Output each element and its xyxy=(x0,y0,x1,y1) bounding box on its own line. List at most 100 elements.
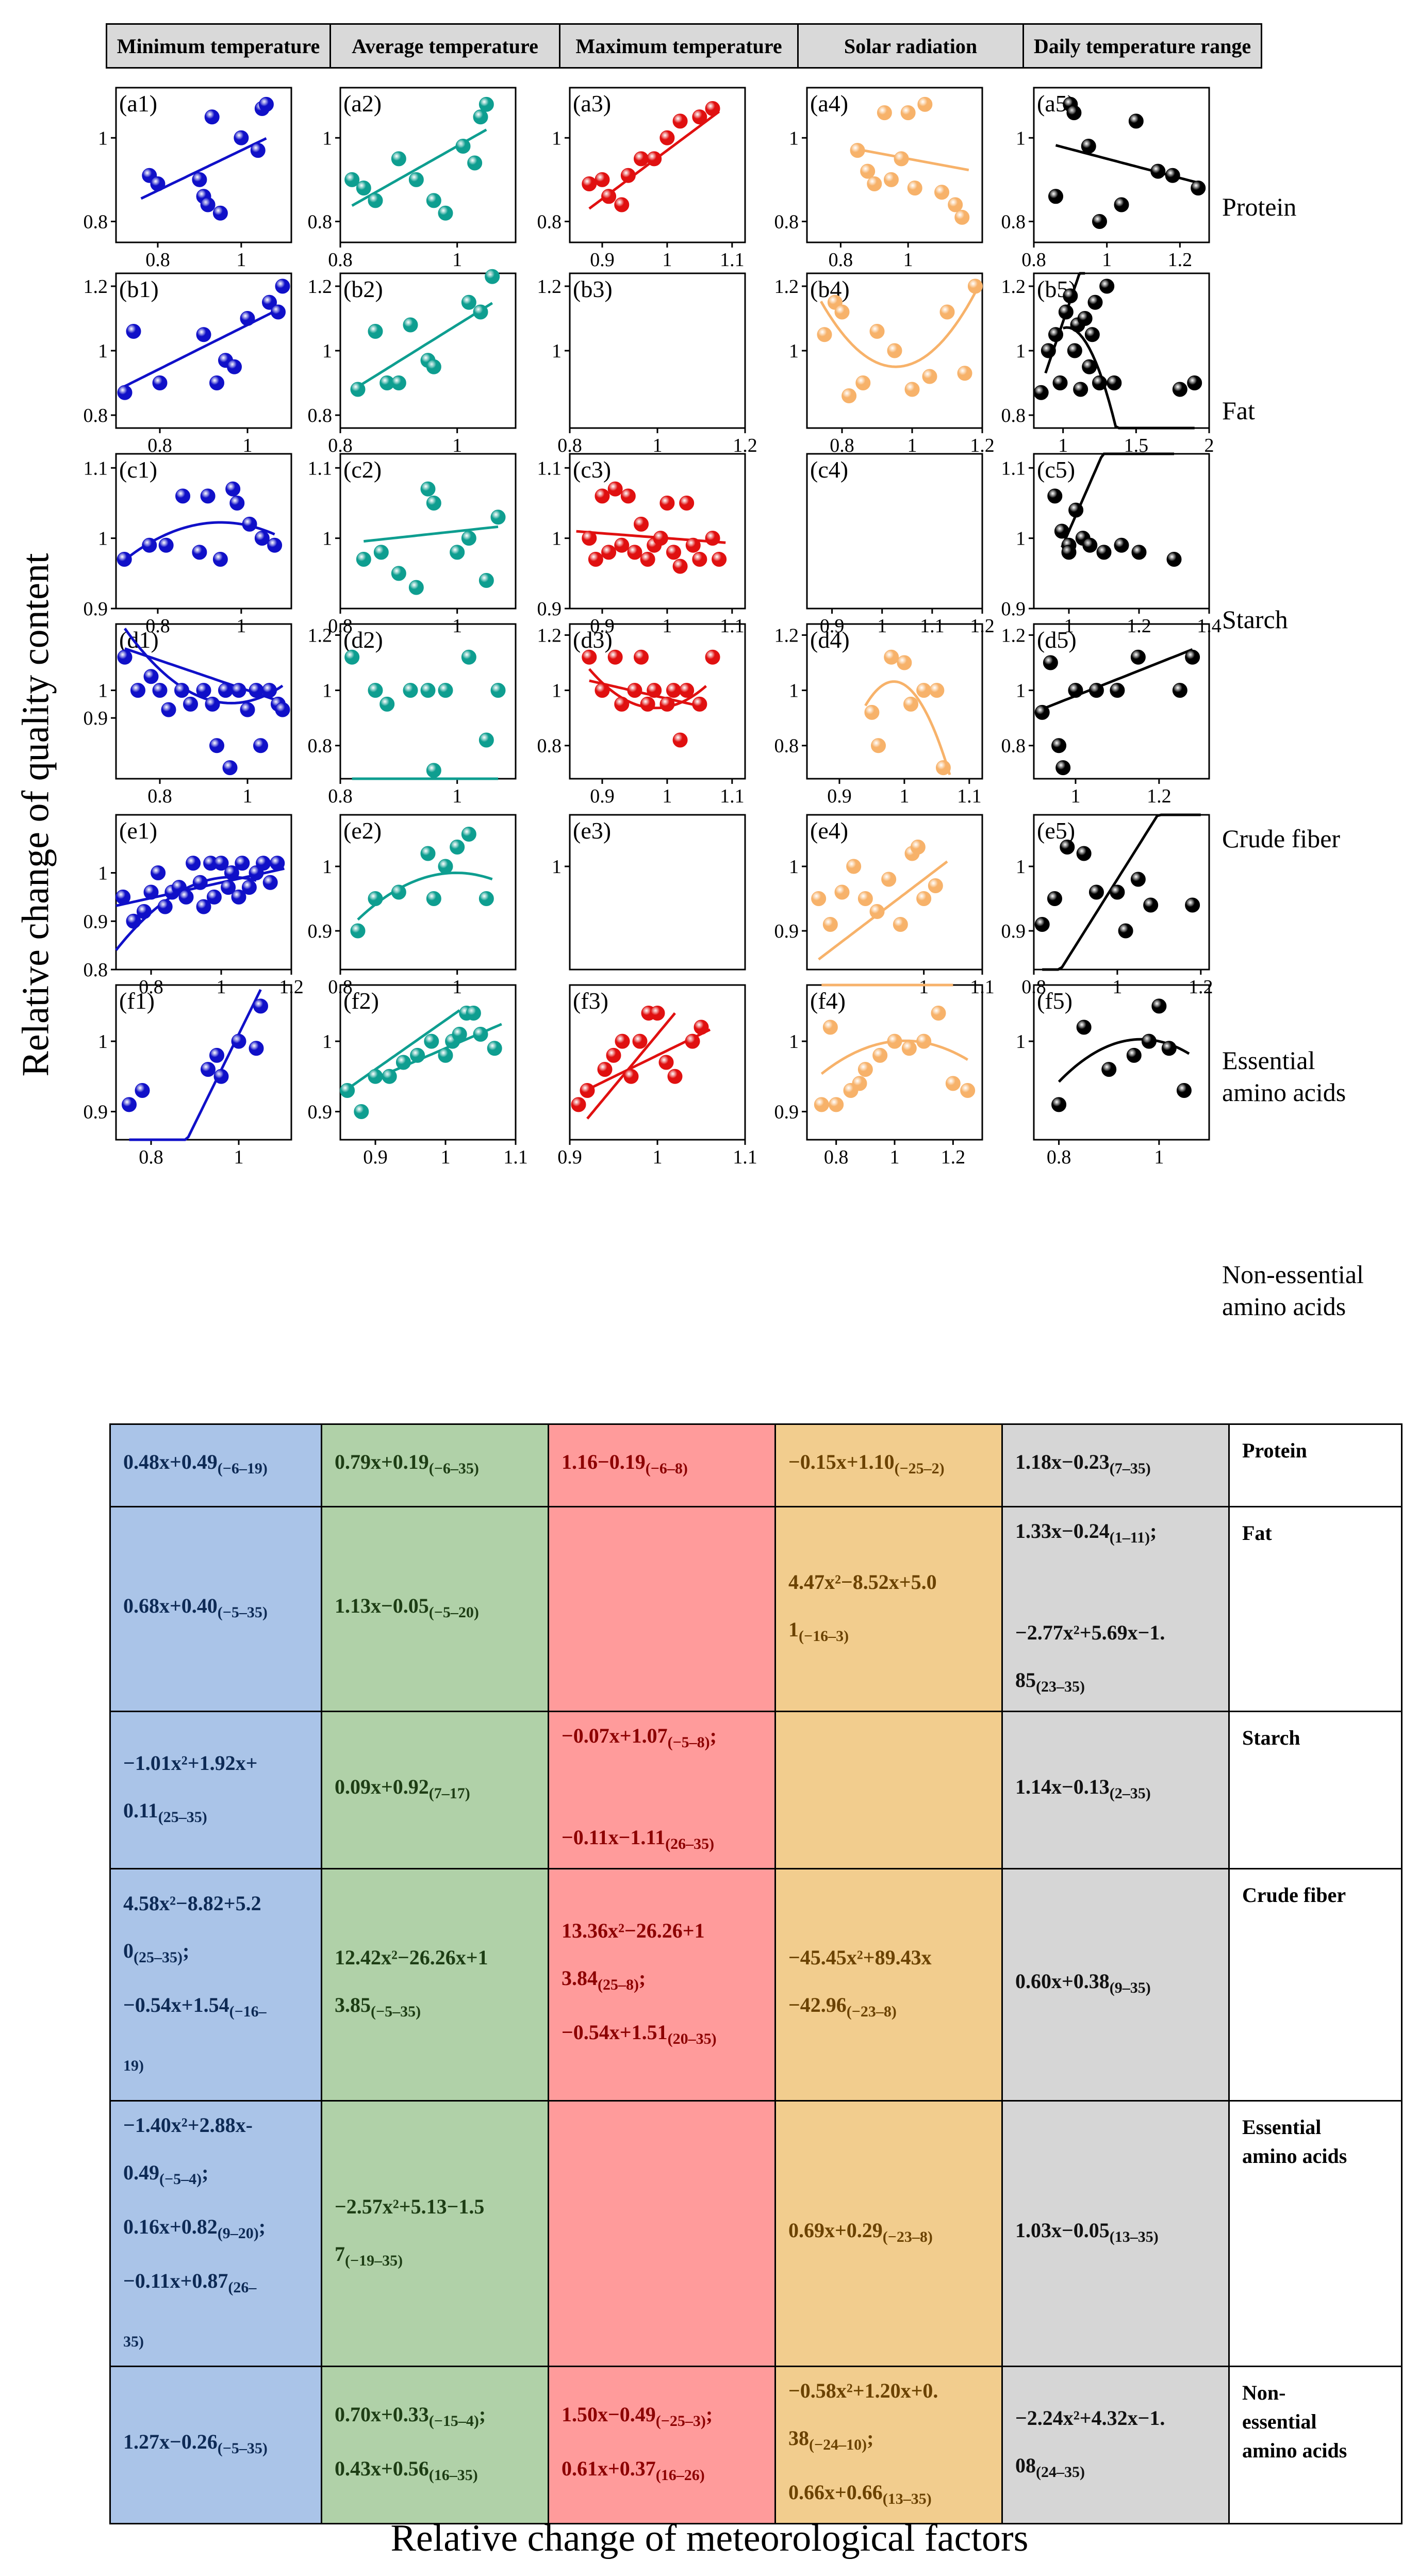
data-point xyxy=(1114,197,1129,212)
panel-essential-aa-min-temp: (e1)0.8 1 1.20.80.91 xyxy=(84,814,304,998)
equation-row-label-line: essential xyxy=(1242,2410,1317,2433)
panel-frame xyxy=(806,453,983,610)
data-point xyxy=(1099,278,1115,294)
data-point xyxy=(939,304,955,320)
data-point xyxy=(666,545,681,560)
equation-line: 1.13x−0.05(−5–20) xyxy=(335,1582,535,1636)
data-point xyxy=(647,151,662,167)
panel-label: (e5) xyxy=(1037,817,1075,844)
equation-row: −1.40x²+2.88x- 0.49(−5–4); 0.16x+0.82(9–20… xyxy=(109,2100,1402,2367)
panel-fat-min-temp: (b1) 0.8 1 0.8 1 1.2 xyxy=(84,272,292,456)
data-point xyxy=(1041,343,1056,358)
data-point xyxy=(391,884,406,900)
equation-range: (16–26) xyxy=(655,2467,705,2484)
data-point xyxy=(640,552,655,567)
data-point xyxy=(231,889,246,905)
data-point xyxy=(1187,375,1202,390)
x-tick-label: 1.1 xyxy=(920,615,945,637)
data-point xyxy=(178,889,194,905)
x-tick-label: 1 xyxy=(662,785,672,807)
panel-frame xyxy=(1033,87,1210,243)
equation-text: 3.85 xyxy=(335,1993,371,2016)
data-point xyxy=(659,130,675,145)
data-point xyxy=(403,683,418,698)
equation-cell: 0.48x+0.49(−6–19) xyxy=(109,1423,322,1507)
x-tick-label: 1 xyxy=(662,615,672,637)
data-point xyxy=(452,1026,467,1042)
y-tick-label: 0.8 xyxy=(1001,211,1026,233)
equation-text: 0.66x+0.66 xyxy=(788,2481,883,2504)
equation-text: −0.11x−1.11 xyxy=(562,1826,666,1849)
panel-label: (c2) xyxy=(343,456,382,483)
equation-text: 13.36x²−26.26+1 xyxy=(562,1918,705,1942)
equation-line: 19) xyxy=(123,2036,308,2090)
data-point xyxy=(1033,385,1049,400)
equation-line: −2.77x²+5.69x−1. xyxy=(1015,1609,1216,1656)
x-tick-label: 1.2 xyxy=(941,1146,966,1168)
equation-separator: ; xyxy=(710,1724,717,1747)
x-tick-label: 0.8 xyxy=(328,435,353,456)
data-point xyxy=(922,369,937,384)
x-tick-label: 1 xyxy=(1070,785,1080,807)
data-point xyxy=(426,359,441,374)
data-point xyxy=(368,1069,383,1084)
equation-row: −1.01x²+1.92x+ 0.11(25–35) 0.09x+0.92(7–17… xyxy=(109,1711,1402,1869)
y-tick-label: 0.9 xyxy=(774,921,799,942)
panel-protein-dtr: (a5)0.8 1 1.20.81 xyxy=(1001,87,1210,271)
data-point xyxy=(1092,214,1107,229)
equation-line: 4.47x²−8.52x+5.0 xyxy=(788,1558,989,1606)
equation-cell: −1.01x²+1.92x+ 0.11(25–35) xyxy=(109,1711,322,1869)
data-point xyxy=(262,875,278,890)
equation-line: 3.84(25–8); xyxy=(562,1955,762,2009)
data-point xyxy=(275,278,290,294)
data-point xyxy=(1066,105,1082,121)
equation-range: (−6–35) xyxy=(428,1460,479,1477)
data-point xyxy=(461,649,476,665)
panel-fat-dtr: (b5)1 1.5 20.811.2 xyxy=(1001,272,1214,456)
data-point xyxy=(928,878,943,893)
data-point xyxy=(910,840,926,855)
x-tick-label: 0.8 xyxy=(829,249,853,271)
data-point xyxy=(408,580,424,595)
equation-text: 1.18x−0.23 xyxy=(1015,1450,1110,1473)
data-point xyxy=(350,923,366,939)
panel-frame xyxy=(339,453,517,610)
data-point xyxy=(262,683,277,698)
data-point xyxy=(935,760,951,776)
data-point xyxy=(685,1033,700,1049)
x-tick-label: 1 xyxy=(217,976,226,998)
equation-range: (−16–3) xyxy=(799,1627,849,1645)
data-point xyxy=(158,537,174,553)
data-point xyxy=(391,566,406,581)
data-point xyxy=(1068,502,1084,518)
equation-text: 3.84 xyxy=(562,1966,598,1990)
y-tick-label: 1 xyxy=(1016,856,1026,878)
y-tick-label: 0.8 xyxy=(774,735,799,757)
x-tick-label: 1 xyxy=(236,615,246,637)
x-tick-label: 1.1 xyxy=(733,1146,757,1168)
data-point xyxy=(354,1104,369,1119)
equation-line: 4.58x²−8.82+5.2 xyxy=(123,1880,308,1927)
equation-separator: ; xyxy=(1150,1519,1157,1543)
data-point xyxy=(1110,683,1125,698)
data-point xyxy=(1176,1083,1192,1098)
panel-fat-max-temp: (b3) 0.8 1 1.2 1 1.2 xyxy=(537,272,757,456)
equation-range: (9–20) xyxy=(217,2225,259,2242)
fit-line xyxy=(1042,813,1201,971)
equation-line: 85(23–35) xyxy=(1015,1656,1216,1711)
data-point xyxy=(420,846,436,861)
data-point xyxy=(834,304,850,320)
data-point xyxy=(490,510,506,525)
panel-crude-fiber-min-temp: (d1)0.8 10.91 xyxy=(84,623,292,807)
equation-line: 1.18x−0.23(7–35) xyxy=(1015,1438,1216,1492)
panel-label: (f3) xyxy=(573,988,608,1014)
y-tick-label: 0.8 xyxy=(1001,405,1026,426)
data-point xyxy=(122,1097,137,1112)
equation-text: 38 xyxy=(788,2426,809,2450)
data-point xyxy=(884,649,899,665)
x-tick-label: 0.8 xyxy=(145,249,170,271)
equation-cell: 12.42x²−26.26x+1 3.85(−5–35) xyxy=(321,1868,549,2102)
panel-frame xyxy=(806,623,983,780)
panel-frame xyxy=(115,984,292,1141)
x-axis-title: Relative change of meteorological factor… xyxy=(390,2517,1029,2559)
